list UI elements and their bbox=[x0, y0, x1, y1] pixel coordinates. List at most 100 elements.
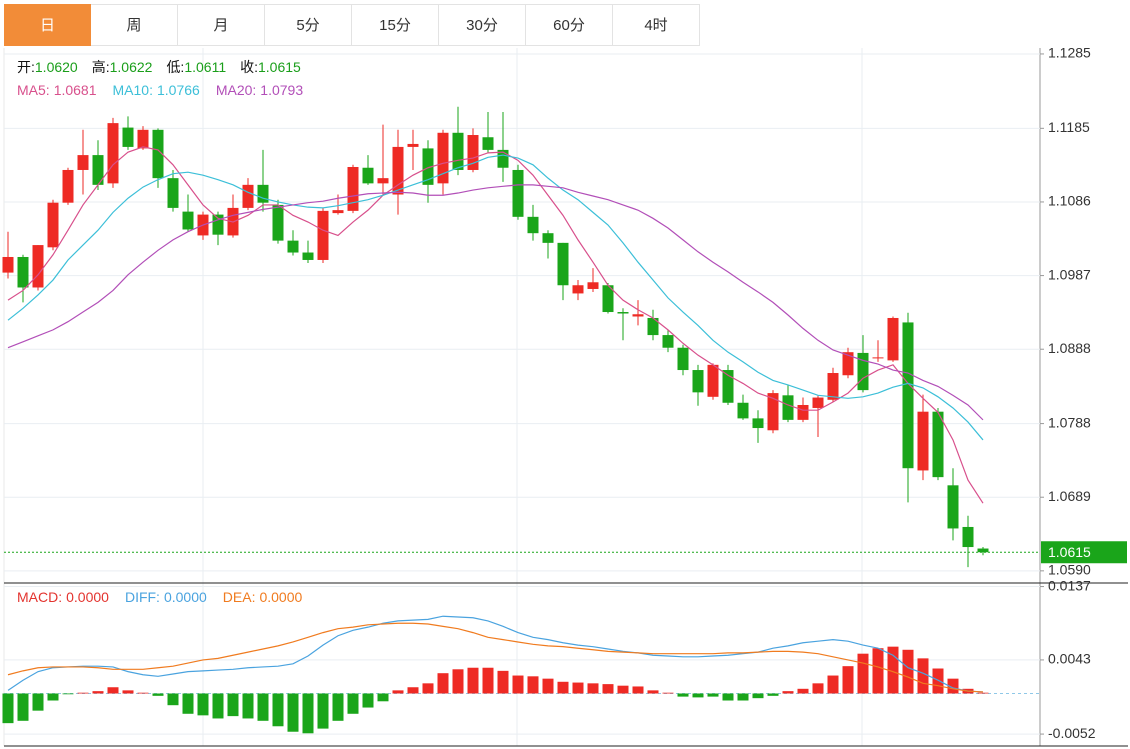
last-price-tag bbox=[1041, 541, 1127, 564]
macd-bar bbox=[332, 693, 344, 721]
candle-body bbox=[317, 210, 329, 260]
macd-bar bbox=[212, 693, 224, 719]
candle-body bbox=[332, 210, 344, 214]
macd-bar bbox=[737, 693, 749, 701]
candle-body bbox=[272, 204, 284, 241]
macd-bar bbox=[602, 684, 614, 694]
candle-body bbox=[452, 132, 464, 170]
legend-value: 1.0681 bbox=[54, 82, 97, 98]
ohlc-value: 1.0620 bbox=[35, 59, 78, 75]
macd-bar bbox=[482, 667, 494, 694]
candle-body bbox=[722, 370, 734, 403]
macd-bar bbox=[2, 693, 14, 724]
candle-body bbox=[182, 211, 194, 230]
candle-body bbox=[47, 202, 59, 248]
macd-bar bbox=[557, 681, 569, 694]
candle-body bbox=[797, 404, 809, 420]
candle-body bbox=[662, 335, 674, 348]
ohlc-label: 低: bbox=[166, 59, 184, 75]
macd-bar bbox=[17, 693, 29, 721]
macd-bar bbox=[572, 682, 584, 694]
macd-bar bbox=[317, 693, 329, 729]
candle-body bbox=[527, 216, 539, 234]
legend: MACD: 0.0000 DIFF: 0.0000 DEA: 0.0000 bbox=[17, 589, 303, 605]
period-tab[interactable]: 月 bbox=[178, 4, 265, 46]
y-tick-label: 1.1086 bbox=[1048, 193, 1091, 209]
candle-body bbox=[212, 214, 224, 235]
macd-bar bbox=[932, 668, 944, 694]
candle-body bbox=[617, 312, 629, 314]
candle-body bbox=[827, 373, 839, 400]
period-tab[interactable]: 日 bbox=[4, 4, 91, 46]
candle-body bbox=[152, 129, 164, 179]
macd-bar bbox=[872, 648, 884, 694]
candle-body bbox=[557, 242, 569, 286]
macd-bar bbox=[722, 693, 734, 701]
candle-body bbox=[107, 123, 119, 184]
macd-bar bbox=[467, 667, 479, 694]
candle-body bbox=[857, 352, 869, 391]
legend-name: DEA: bbox=[223, 589, 256, 605]
y-tick-label: 1.0590 bbox=[1048, 562, 1091, 578]
macd-bar bbox=[242, 693, 254, 719]
period-tab[interactable]: 30分 bbox=[439, 4, 526, 46]
legend-name: MA10: bbox=[113, 82, 153, 98]
macd-bar bbox=[47, 693, 59, 701]
ohlc-legend: 开:1.0620 高:1.0622 低:1.0611 收:1.0615 bbox=[17, 59, 301, 75]
legend: MA5: 1.0681 MA10: 1.0766 MA20: 1.0793 bbox=[17, 82, 303, 98]
candle-body bbox=[752, 418, 764, 429]
candle-body bbox=[77, 155, 89, 170]
ohlc-value: 1.0611 bbox=[184, 59, 226, 75]
macd-bar bbox=[662, 692, 674, 694]
macd-bar bbox=[797, 688, 809, 694]
candle-body bbox=[947, 485, 959, 529]
legend-name: MA20: bbox=[216, 82, 256, 98]
macd-bar bbox=[422, 683, 434, 694]
candle-body bbox=[17, 256, 29, 288]
macd-bar bbox=[407, 687, 419, 694]
candle-body bbox=[62, 169, 74, 203]
macd-bar bbox=[182, 693, 194, 714]
macd-bar bbox=[827, 675, 839, 694]
candle-body bbox=[92, 155, 104, 185]
period-tab[interactable]: 4时 bbox=[613, 4, 700, 46]
legend-value: 1.0793 bbox=[260, 82, 303, 98]
macd-bar bbox=[887, 646, 899, 694]
macd-bar bbox=[347, 693, 359, 714]
y-tick-label: 0.0137 bbox=[1048, 577, 1091, 593]
macd-bar bbox=[452, 669, 464, 694]
macd-bar bbox=[842, 666, 854, 694]
candle-body bbox=[737, 402, 749, 419]
period-tab[interactable]: 5分 bbox=[265, 4, 352, 46]
candle-body bbox=[782, 395, 794, 420]
candle-body bbox=[2, 256, 14, 273]
legend-name: MA5: bbox=[17, 82, 50, 98]
macd-bar bbox=[92, 691, 104, 694]
candle-body bbox=[467, 135, 479, 170]
candle-body bbox=[122, 127, 134, 147]
candle-body bbox=[572, 285, 584, 294]
macd-bar bbox=[647, 690, 659, 694]
macd-bar bbox=[437, 673, 449, 694]
legend-value: 0.0000 bbox=[66, 589, 109, 605]
period-tab[interactable]: 周 bbox=[91, 4, 178, 46]
candle-body bbox=[437, 132, 449, 184]
macd-bar bbox=[77, 692, 89, 694]
macd-bar bbox=[542, 678, 554, 694]
macd-bar bbox=[752, 693, 764, 699]
macd-bar bbox=[527, 676, 539, 694]
macd-line bbox=[7, 615, 984, 693]
candle-body bbox=[482, 137, 494, 150]
y-tick-label: 1.0788 bbox=[1048, 414, 1091, 430]
macd-bar bbox=[197, 693, 209, 716]
last-price-label: 1.0615 bbox=[1048, 544, 1091, 560]
period-tab[interactable]: 15分 bbox=[352, 4, 439, 46]
macd-bar bbox=[122, 690, 134, 694]
macd-bar bbox=[857, 653, 869, 694]
ohlc-label: 开: bbox=[17, 59, 35, 75]
candle-body bbox=[812, 397, 824, 408]
macd-bar bbox=[947, 678, 959, 694]
period-tab[interactable]: 60分 bbox=[526, 4, 613, 46]
y-tick-label: 1.0987 bbox=[1048, 266, 1091, 282]
